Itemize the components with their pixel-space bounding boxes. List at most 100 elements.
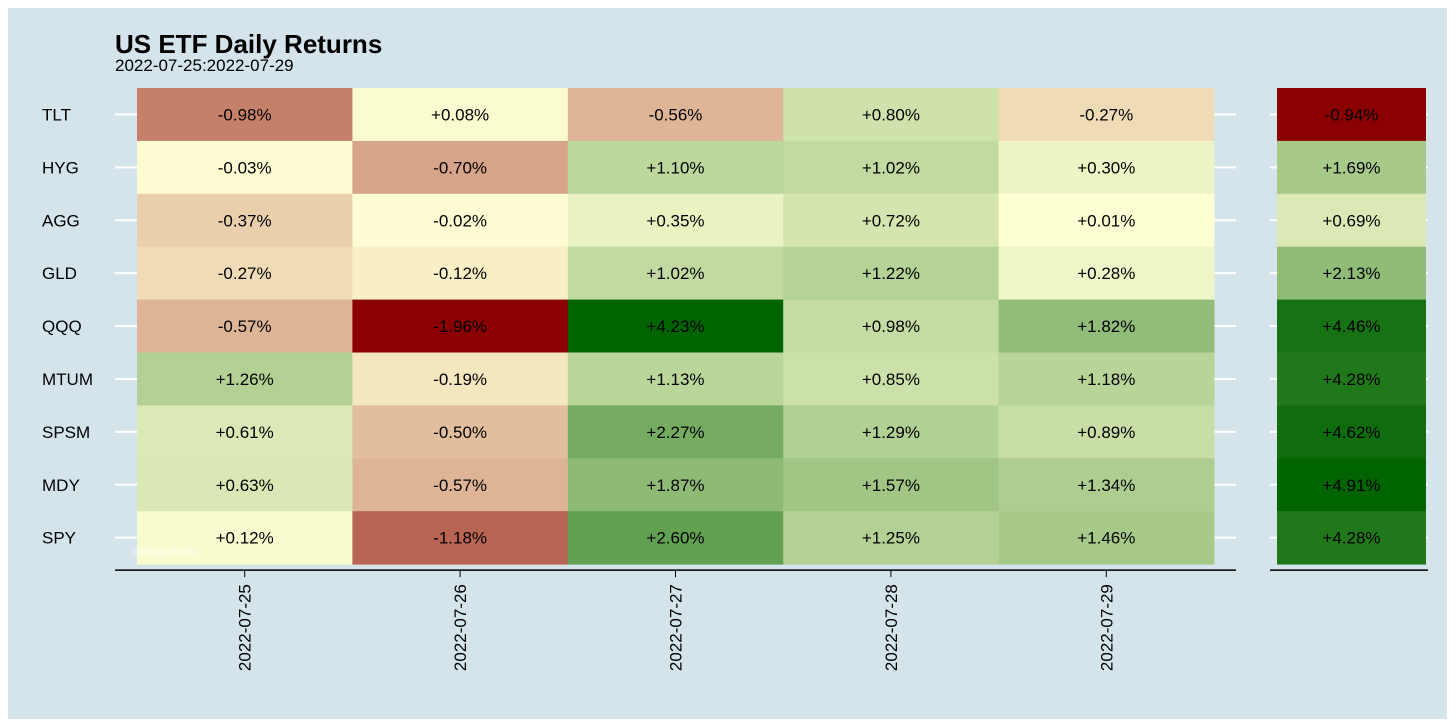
heatmap-cell	[567, 458, 784, 512]
heatmap-cell	[137, 458, 353, 512]
heatmap-cell	[783, 352, 1000, 406]
main-heatmap: -0.98% +0.08% -0.56% +0.80% -0.27% -0.03% -0.7…	[115, 88, 1236, 565]
cell-value-label: -1.96%	[433, 317, 487, 336]
heatmap-cell	[567, 352, 784, 406]
row-label: SPSM	[42, 423, 90, 442]
heatmap-cell	[783, 405, 1000, 459]
heatmap-cell	[352, 246, 569, 301]
cell-value-label: +1.87%	[646, 476, 704, 495]
cell-value-label: +0.61%	[216, 423, 274, 442]
heatmap-cell	[783, 511, 1000, 565]
cell-value-label: -0.19%	[433, 370, 487, 389]
heatmap-cell	[998, 352, 1215, 406]
row-label: GLD	[42, 264, 77, 283]
cell-value-label: +0.98%	[862, 317, 920, 336]
column-label: 2022-07-27	[667, 584, 686, 671]
total-cell	[1277, 511, 1426, 565]
total-value-label: +2.13%	[1322, 264, 1380, 283]
cell-value-label: -0.12%	[433, 264, 487, 283]
heatmap-chart: US ETF Daily Returns 2022-07-25:2022-07-…	[42, 29, 1428, 671]
total-cell	[1277, 140, 1426, 195]
total-cell	[1277, 458, 1426, 512]
row-labels: TLT HYG AGG GLD QQQ MTUM SPSM MDY SPY	[42, 105, 93, 547]
cell-value-label: +1.18%	[1077, 370, 1135, 389]
total-value-label: -0.94%	[1325, 105, 1379, 124]
cell-value-label: +2.27%	[646, 423, 704, 442]
heatmap-cell	[998, 458, 1215, 512]
heatmap-cell	[567, 140, 784, 195]
cell-value-label: +1.25%	[862, 529, 920, 548]
heatmap-cell	[352, 511, 569, 565]
heatmap-cell	[998, 140, 1215, 195]
heatmap-cell	[998, 511, 1215, 565]
chart-subtitle: 2022-07-25:2022-07-29	[115, 56, 294, 75]
column-label: 2022-07-29	[1097, 584, 1116, 671]
heatmap-cell	[352, 352, 569, 406]
cell-value-label: -0.37%	[218, 211, 272, 230]
cell-value-label: +1.34%	[1077, 476, 1135, 495]
cell-value-label: +0.01%	[1077, 211, 1135, 230]
heatmap-cell	[998, 193, 1215, 248]
heatmap-cell	[567, 88, 784, 142]
cell-value-label: +0.85%	[862, 370, 920, 389]
total-cell	[1277, 88, 1426, 142]
cell-value-label: -0.98%	[218, 105, 272, 124]
heatmap-cell	[137, 352, 353, 406]
total-cell	[1277, 193, 1426, 248]
heatmap-cell	[567, 193, 784, 248]
heatmap-cell	[352, 458, 569, 512]
row-label: HYG	[42, 158, 79, 177]
heatmap-cell	[352, 405, 569, 459]
cell-value-label: +0.28%	[1077, 264, 1135, 283]
cell-value-label: -0.03%	[218, 158, 272, 177]
heatmap-cell	[998, 405, 1215, 459]
column-labels: 2022-07-25 2022-07-26 2022-07-27 2022-07-28…	[115, 569, 1428, 671]
cell-value-label: -0.57%	[218, 317, 272, 336]
cell-value-label: +4.23%	[646, 317, 704, 336]
cell-value-label: +1.10%	[646, 158, 704, 177]
total-cell	[1277, 405, 1426, 459]
cell-value-label: -0.70%	[433, 158, 487, 177]
cell-value-label: +1.82%	[1077, 317, 1135, 336]
row-label: MTUM	[42, 370, 93, 389]
cell-value-label: +0.08%	[431, 105, 489, 124]
total-value-label: +4.91%	[1322, 476, 1380, 495]
cell-value-label: +1.02%	[646, 264, 704, 283]
chart-title: US ETF Daily Returns	[115, 29, 382, 59]
total-heatmap: -0.94% +1.69% +0.69% +2.13% +4.46% +4.28% +4.6…	[1270, 88, 1428, 565]
column-label: 2022-07-25	[236, 584, 255, 671]
cell-value-label: -0.27%	[218, 264, 272, 283]
heatmap-cell	[137, 246, 353, 301]
heatmap-cell	[137, 405, 353, 459]
heatmap-cell	[783, 140, 1000, 195]
cell-value-label: +2.60%	[646, 529, 704, 548]
heatmap-cell	[567, 511, 784, 565]
row-label: TLT	[42, 105, 71, 124]
cell-value-label: +1.29%	[862, 423, 920, 442]
total-value-label: +4.62%	[1322, 423, 1380, 442]
heatmap-cell	[137, 88, 353, 142]
column-label: 2022-07-28	[882, 584, 901, 671]
row-label: QQQ	[42, 317, 82, 336]
heatmap-cell	[783, 246, 1000, 301]
total-value-label: +1.69%	[1322, 158, 1380, 177]
total-value-label: +0.69%	[1322, 211, 1380, 230]
heatmap-cell	[998, 299, 1215, 353]
cell-value-label: +0.12%	[216, 529, 274, 548]
heatmap-cell	[352, 88, 569, 142]
heatmap-cell	[567, 405, 784, 459]
total-cell	[1277, 299, 1426, 353]
chart-panel: US ETF Daily Returns 2022-07-25:2022-07-…	[8, 8, 1447, 719]
cell-value-label: +1.02%	[862, 158, 920, 177]
cell-value-label: +1.22%	[862, 264, 920, 283]
row-label: MDY	[42, 476, 80, 495]
heatmap-cell	[783, 193, 1000, 248]
cell-value-label: +1.13%	[646, 370, 704, 389]
heatmap-cell	[567, 299, 784, 353]
cell-value-label: +1.46%	[1077, 529, 1135, 548]
total-value-label: +4.28%	[1322, 370, 1380, 389]
heatmap-cell	[137, 140, 353, 195]
total-value-label: +4.46%	[1322, 317, 1380, 336]
cell-value-label: +0.63%	[216, 476, 274, 495]
heatmap-cell	[137, 299, 353, 353]
